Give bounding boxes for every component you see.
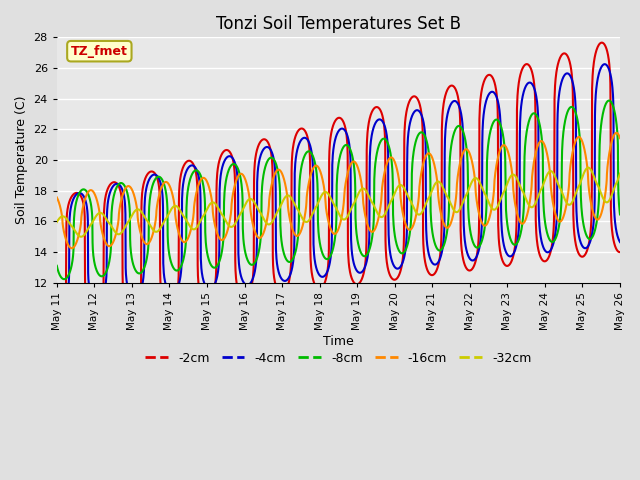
Y-axis label: Soil Temperature (C): Soil Temperature (C) [15, 96, 28, 224]
Text: TZ_fmet: TZ_fmet [71, 45, 128, 58]
Legend: -2cm, -4cm, -8cm, -16cm, -32cm: -2cm, -4cm, -8cm, -16cm, -32cm [140, 347, 536, 370]
X-axis label: Time: Time [323, 335, 354, 348]
Title: Tonzi Soil Temperatures Set B: Tonzi Soil Temperatures Set B [216, 15, 461, 33]
